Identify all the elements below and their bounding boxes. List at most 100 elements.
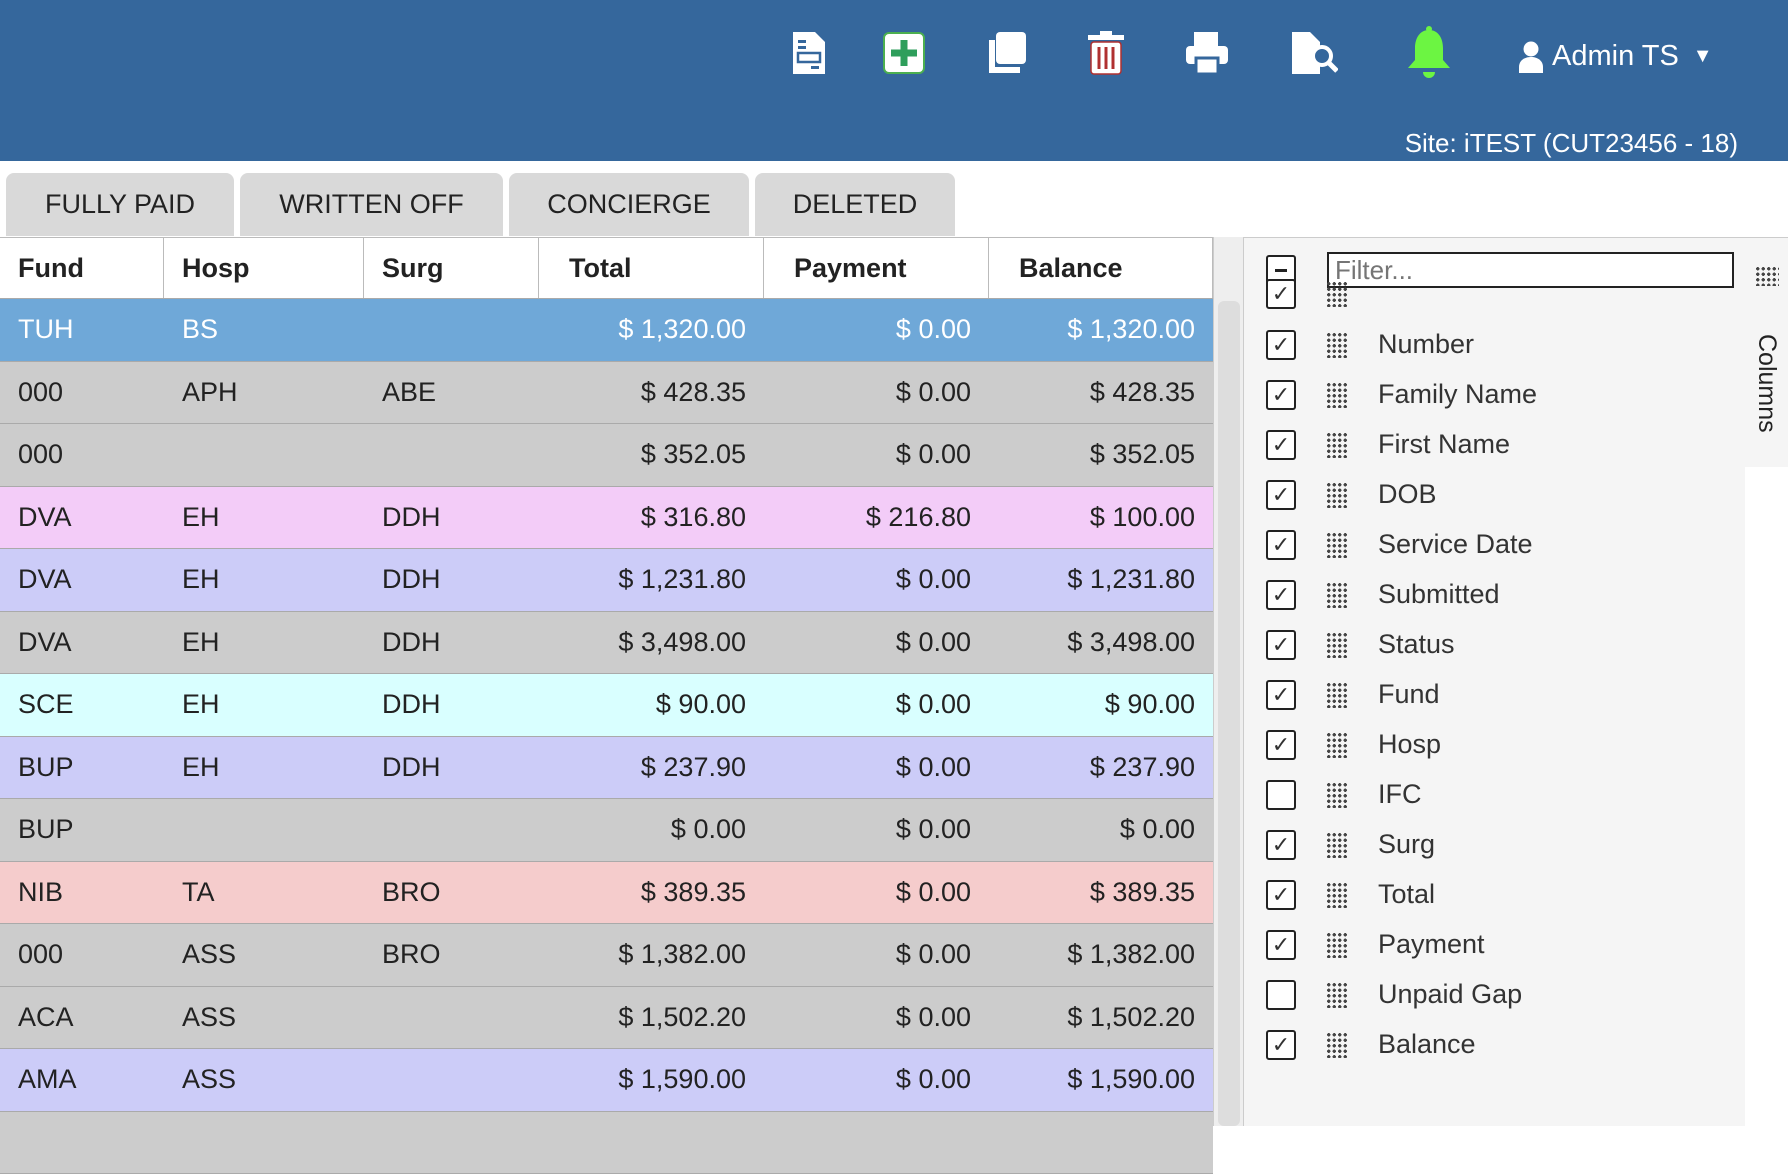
drag-handle-icon[interactable] xyxy=(1326,732,1348,758)
drag-handle-icon[interactable] xyxy=(1326,932,1348,958)
column-header-fund[interactable]: Fund xyxy=(0,238,164,298)
column-label: Status xyxy=(1378,629,1455,660)
user-menu[interactable]: Admin TS▼ xyxy=(1518,40,1713,73)
drag-handle-icon[interactable] xyxy=(1326,882,1348,908)
column-label: Submitted xyxy=(1378,579,1500,610)
drag-handle-icon[interactable] xyxy=(1326,1032,1348,1058)
drag-handle-icon[interactable] xyxy=(1326,281,1348,307)
column-toggle-item[interactable]: ✓Hosp xyxy=(1266,729,1441,760)
column-label: Fund xyxy=(1378,679,1440,710)
column-checkbox[interactable]: ✓ xyxy=(1266,279,1296,309)
drag-handle-icon[interactable] xyxy=(1326,432,1348,458)
column-label: First Name xyxy=(1378,429,1510,460)
column-checkbox[interactable]: ✓ xyxy=(1266,830,1296,860)
cell-fund: DVA xyxy=(0,502,164,533)
column-checkbox[interactable]: ✓ xyxy=(1266,630,1296,660)
column-checkbox[interactable]: ✓ xyxy=(1266,480,1296,510)
scrollbar-thumb[interactable] xyxy=(1218,301,1240,1126)
column-toggle-item[interactable]: Unpaid Gap xyxy=(1266,979,1522,1010)
drag-handle-icon[interactable] xyxy=(1326,982,1348,1008)
column-toggle-item[interactable]: ✓Balance xyxy=(1266,1029,1476,1060)
column-header-hosp[interactable]: Hosp xyxy=(164,238,364,298)
column-checkbox[interactable]: ✓ xyxy=(1266,580,1296,610)
cell-balance: $ 100.00 xyxy=(989,502,1213,533)
cell-payment: $ 0.00 xyxy=(764,439,989,470)
column-label: DOB xyxy=(1378,479,1437,510)
file-search-icon[interactable] xyxy=(1290,28,1338,78)
add-icon[interactable] xyxy=(880,28,928,78)
column-checkbox[interactable] xyxy=(1266,780,1296,810)
column-checkbox[interactable]: ✓ xyxy=(1266,530,1296,560)
copy-icon[interactable] xyxy=(981,28,1029,78)
grid-scrollbar[interactable] xyxy=(1213,237,1243,1126)
tab-written-off[interactable]: WRITTEN OFF xyxy=(240,173,503,236)
column-toggle-item[interactable]: ✓Number xyxy=(1266,329,1474,360)
column-toggle-item[interactable]: ✓Total xyxy=(1266,879,1435,910)
column-toggle-item[interactable]: ✓ DOB xyxy=(1266,479,1437,510)
drag-handle-icon[interactable] xyxy=(1326,482,1348,508)
column-toggle-item[interactable]: ✓Family Name xyxy=(1266,379,1537,410)
drag-handle-icon[interactable] xyxy=(1326,332,1348,358)
column-label: Payment xyxy=(1378,929,1485,960)
tab-concierge[interactable]: CONCIERGE xyxy=(509,173,749,236)
columns-side-tab[interactable]: Columns xyxy=(1745,237,1788,467)
column-checkbox[interactable] xyxy=(1266,980,1296,1010)
column-toggle-item[interactable]: ✓ Submitted xyxy=(1266,579,1500,610)
trash-icon[interactable] xyxy=(1082,28,1130,78)
column-header-surg[interactable]: Surg xyxy=(364,238,539,298)
drag-handle-icon[interactable] xyxy=(1326,532,1348,558)
column-header-total[interactable]: Total xyxy=(539,238,764,298)
column-toggle-item[interactable]: ✓ Fund xyxy=(1266,679,1440,710)
column-toggle-item[interactable]: ✓Surg xyxy=(1266,829,1435,860)
column-filter-input[interactable] xyxy=(1327,252,1734,288)
drag-handle-icon[interactable] xyxy=(1326,382,1348,408)
column-label: IFC xyxy=(1378,779,1422,810)
tab-deleted[interactable]: DELETED xyxy=(755,173,955,236)
grid-header: Fund Hosp Surg Total Payment Balance xyxy=(0,237,1213,299)
column-toggle-item[interactable]: ✓Service Date xyxy=(1266,529,1533,560)
tab-fully-paid[interactable]: FULLY PAID xyxy=(6,173,234,236)
table-row[interactable]: BUP$ 0.00$ 0.00$ 0.00 xyxy=(0,799,1213,862)
column-checkbox[interactable]: ✓ xyxy=(1266,930,1296,960)
document-icon[interactable] xyxy=(785,28,833,78)
column-checkbox[interactable]: ✓ xyxy=(1266,380,1296,410)
column-toggle-item[interactable]: ✓ xyxy=(1266,279,1378,309)
column-toggle-item[interactable]: ✓ Status xyxy=(1266,629,1455,660)
table-row[interactable]: 000$ 352.05$ 0.00$ 352.05 xyxy=(0,424,1213,487)
bell-icon[interactable] xyxy=(1404,28,1452,78)
column-checkbox[interactable]: ✓ xyxy=(1266,430,1296,460)
print-icon[interactable] xyxy=(1183,28,1231,78)
drag-handle-icon[interactable] xyxy=(1326,682,1348,708)
claims-grid: Fund Hosp Surg Total Payment Balance TUH… xyxy=(0,237,1213,1174)
drag-handle-icon[interactable] xyxy=(1326,832,1348,858)
column-header-payment[interactable]: Payment xyxy=(764,238,989,298)
cell-fund: 000 xyxy=(0,439,164,470)
column-checkbox[interactable]: ✓ xyxy=(1266,680,1296,710)
drag-handle-icon[interactable] xyxy=(1326,632,1348,658)
column-toggle-item[interactable]: ✓ First Name xyxy=(1266,429,1510,460)
user-icon xyxy=(1518,41,1544,73)
cell-total: $ 237.90 xyxy=(539,752,764,783)
drag-handle-icon[interactable] xyxy=(1326,782,1348,808)
column-toggle-item[interactable]: ✓ Payment xyxy=(1266,929,1485,960)
cell-hosp: EH xyxy=(164,752,364,783)
column-toggle-item[interactable]: IFC xyxy=(1266,779,1422,810)
drag-handle-icon[interactable] xyxy=(1326,582,1348,608)
column-checkbox[interactable]: ✓ xyxy=(1266,730,1296,760)
table-row[interactable] xyxy=(0,1112,1213,1174)
column-checkbox[interactable]: ✓ xyxy=(1266,330,1296,360)
column-checkbox[interactable]: ✓ xyxy=(1266,880,1296,910)
column-header-balance[interactable]: Balance xyxy=(989,238,1213,298)
column-checkbox[interactable]: ✓ xyxy=(1266,1030,1296,1060)
